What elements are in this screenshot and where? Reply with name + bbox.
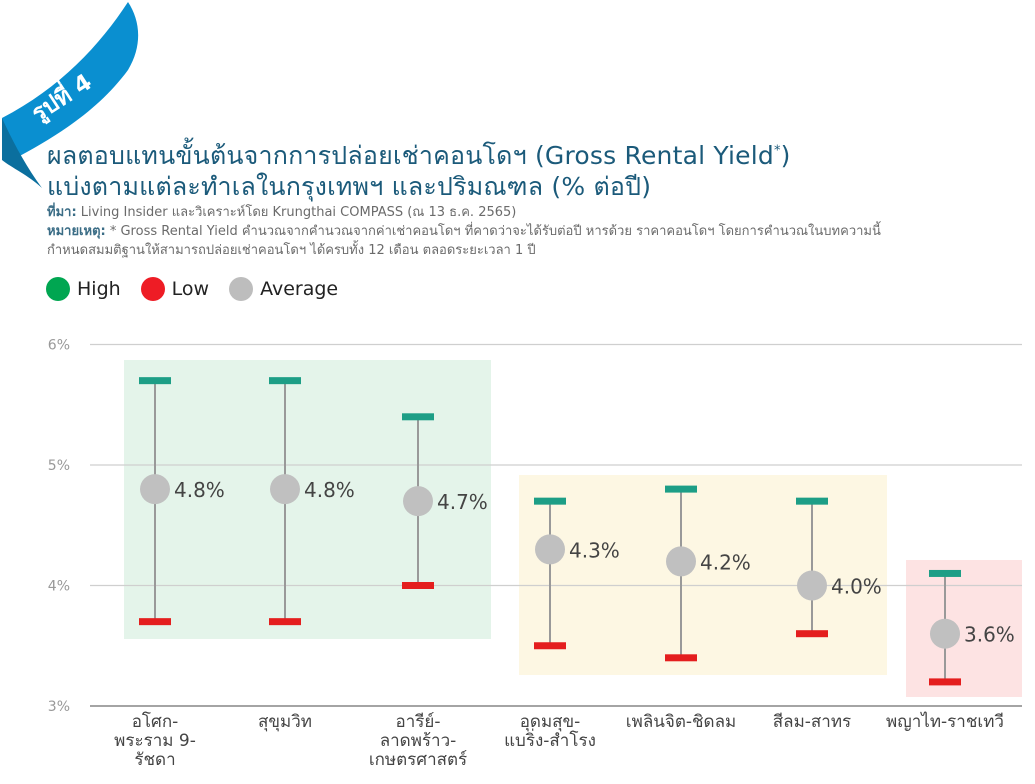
range-chart: 3% 4% 5% 6% 4.8% อโศก-พระราม 9-รัชดา 4.8% สุขุม…	[48, 338, 1022, 770]
legend-label-average: Average	[260, 278, 339, 300]
category-label-line: เพลินจิต-ชิดลม	[626, 712, 736, 732]
category-label: อารีย์-ลาดพร้าว-เกษตรศาสตร์	[369, 712, 467, 770]
average-data-label: 4.8%	[304, 478, 355, 502]
category-label-line: สุขุมวิท	[258, 712, 312, 732]
average-data-label: 3.6%	[964, 623, 1015, 647]
low-marker	[929, 678, 961, 686]
figure-badge: รูปที่ 4	[2, 2, 139, 188]
legend-swatch-average	[229, 277, 254, 301]
source-line: ที่มา: Living Insider และวิเคราะห์โดย Kr…	[47, 201, 516, 222]
category-label-line: สีลม-สาทร	[773, 712, 851, 732]
group-band-2	[519, 475, 887, 675]
average-data-label: 4.7%	[437, 490, 488, 514]
average-point	[666, 546, 696, 577]
category-label: อุดมสุข-แบริ่ง-สำโรง	[504, 712, 596, 751]
category-label-line: ลาดพร้าว-	[380, 731, 457, 751]
badge-ribbon-fold	[2, 118, 42, 188]
average-point	[535, 534, 565, 565]
chart-title-asterisk: *	[773, 143, 781, 159]
chart-title-line-1: ผลตอบแทนขั้นต้นจากการปล่อยเช่าคอนโดฯ (Gr…	[47, 136, 791, 176]
high-marker	[796, 497, 828, 505]
note-text-1: * Gross Rental Yield คำนวณจากคำนวณจากค่า…	[105, 224, 881, 239]
average-point	[140, 474, 170, 505]
y-tick-label: 4%	[48, 579, 70, 595]
low-marker	[402, 582, 434, 589]
badge-ribbon	[2, 2, 139, 160]
legend-swatch-high	[46, 277, 70, 301]
average-point	[797, 570, 827, 601]
category-label-line: อุดมสุข-	[520, 712, 581, 732]
low-marker	[269, 618, 301, 626]
category-label: สุขุมวิท	[258, 712, 312, 732]
high-marker	[139, 377, 171, 385]
average-data-label: 4.8%	[174, 478, 225, 502]
category-label-line: พญาไท-ราชเทวี	[886, 711, 1004, 732]
legend-label-low: Low	[171, 278, 210, 300]
source-text: Living Insider และวิเคราะห์โดย Krungthai…	[76, 205, 517, 220]
y-tick-label: 5%	[48, 458, 70, 474]
average-point	[930, 618, 960, 649]
average-data-label: 4.2%	[700, 550, 751, 574]
average-data-label: 4.0%	[831, 575, 882, 599]
chart-title-close: )	[780, 141, 791, 170]
note-line-1: หมายเหตุ: * Gross Rental Yield คำนวณจากค…	[47, 220, 881, 241]
category-label-line: พระราม 9-	[114, 731, 196, 751]
legend-item-average: Average	[229, 277, 338, 301]
low-marker	[534, 642, 566, 650]
category-label-line: อโศก-	[132, 711, 179, 732]
legend-label-high: High	[77, 278, 121, 300]
chart-title-line-2: แบ่งตามแต่ละทำเลในกรุงเทพฯ และปริมณฑล (%…	[47, 172, 652, 201]
category-label: พญาไท-ราชเทวี	[886, 711, 1004, 732]
category-label-line: อารีย์-	[396, 712, 441, 732]
note-label: หมายเหตุ:	[47, 224, 106, 239]
category-label-line: เกษตรศาสตร์	[369, 750, 467, 770]
high-marker	[269, 377, 301, 385]
y-tick-label: 3%	[48, 699, 70, 715]
chart-title-text: ผลตอบแทนขั้นต้นจากการปล่อยเช่าคอนโดฯ (Gr…	[47, 141, 774, 170]
average-point	[270, 474, 300, 505]
group-band-3	[906, 560, 1022, 697]
category-label-line: แบริ่ง-สำโรง	[504, 728, 596, 751]
high-marker	[402, 413, 434, 421]
high-marker	[534, 497, 566, 505]
legend-item-low: Low	[140, 277, 210, 301]
category-label: อโศก-พระราม 9-รัชดา	[114, 711, 196, 770]
high-marker	[665, 485, 697, 493]
category-label: สีลม-สาทร	[773, 712, 851, 732]
legend: High Low Average	[46, 276, 358, 302]
low-marker	[665, 654, 697, 662]
high-marker	[929, 569, 961, 577]
low-marker	[139, 618, 171, 626]
average-data-label: 4.3%	[569, 538, 620, 562]
note-line-2: กำหนดสมมติฐานให้สามารถปล่อยเช่าคอนโดฯ ได…	[47, 243, 536, 258]
legend-swatch-low	[140, 277, 165, 301]
low-marker	[796, 630, 828, 638]
average-point	[403, 486, 433, 517]
category-label: เพลินจิต-ชิดลม	[626, 712, 736, 732]
category-label-line: รัชดา	[134, 750, 175, 770]
source-label: ที่มา:	[47, 205, 77, 220]
legend-item-high: High	[46, 277, 121, 301]
y-tick-label: 6%	[48, 338, 70, 354]
